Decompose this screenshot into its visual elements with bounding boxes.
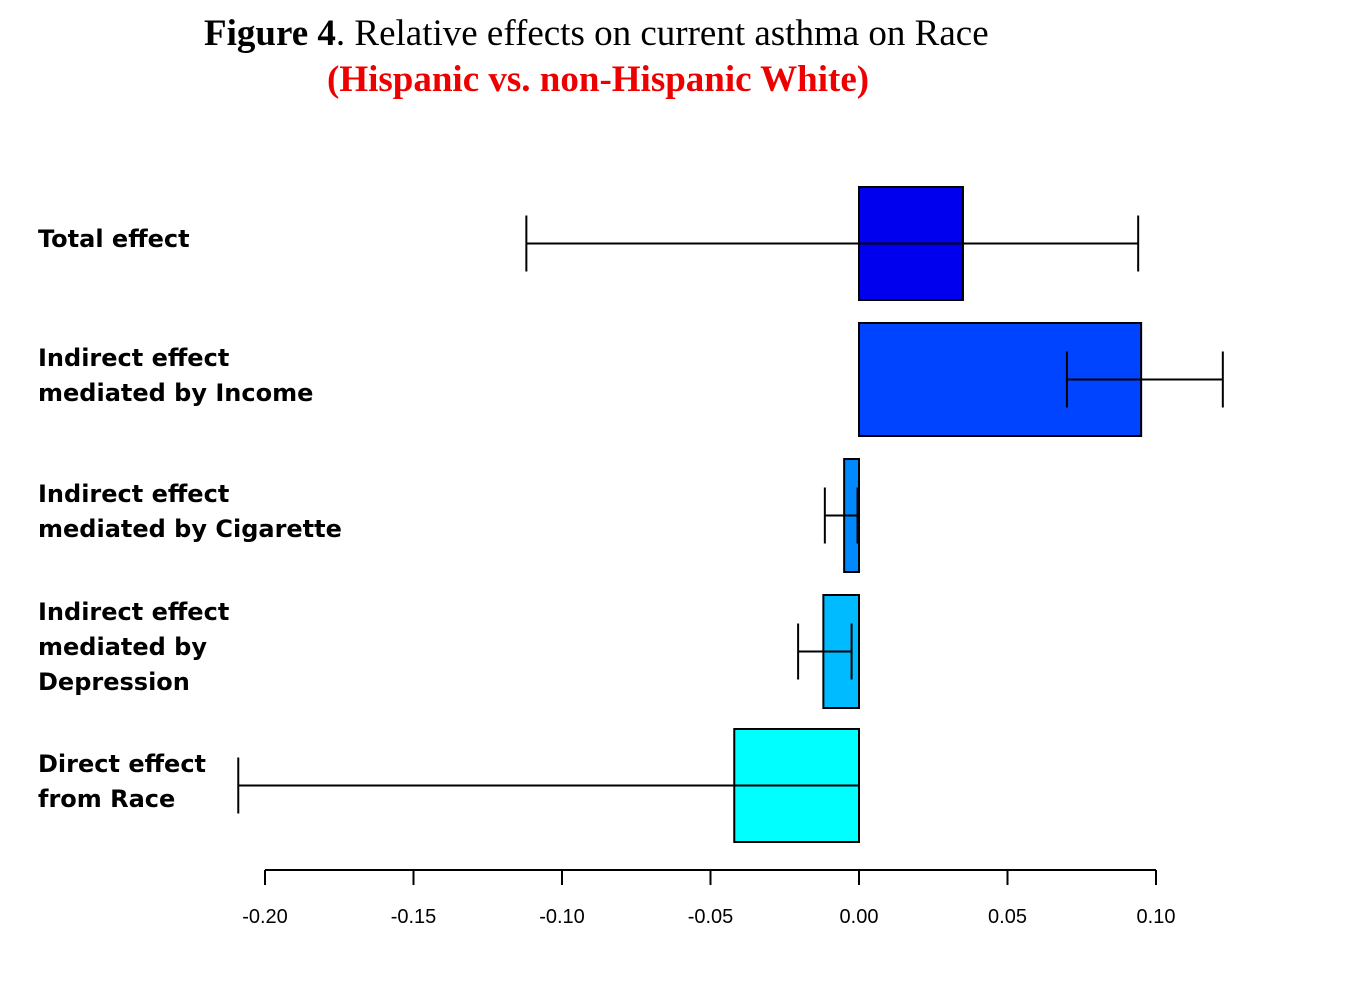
category-label-2: Indirect effect mediated by Cigarette (38, 477, 342, 547)
figure-label: Figure 4 (204, 13, 336, 54)
x-tick-label-1: -0.15 (391, 906, 437, 928)
category-label-line: Total effect (38, 225, 190, 253)
category-label-line: mediated by Income (38, 378, 314, 407)
category-label-0: Total effect (38, 222, 190, 257)
category-label-3: Indirect effect mediated by Depression (38, 595, 229, 700)
chart-subtitle: (Hispanic vs. non-Hispanic White) (327, 59, 870, 100)
x-tick-label-0: -0.20 (242, 906, 288, 928)
category-label-line: Indirect effect (38, 343, 230, 372)
chart-title: Figure 4. Relative effects on current as… (204, 12, 989, 55)
category-label-1: Indirect effect mediated by Income (38, 341, 313, 411)
x-tick-label-2: -0.10 (539, 906, 585, 928)
x-tick-label-3: -0.05 (688, 906, 734, 928)
category-label-line: mediated by (38, 633, 207, 661)
x-tick-label-5: 0.05 (988, 906, 1027, 928)
x-tick-label-4: 0.00 (840, 906, 879, 928)
category-label-line: Depression (38, 668, 190, 696)
category-label-line: Indirect effect (38, 598, 230, 626)
category-label-line: Direct effect (38, 749, 207, 778)
category-label-line: mediated by Cigarette (38, 514, 342, 543)
title-text: . Relative effects on current asthma on … (335, 13, 989, 54)
category-label-line: from Race (38, 784, 176, 813)
category-label-4: Direct effect from Race (38, 747, 206, 817)
x-tick-label-6: 0.10 (1137, 906, 1176, 928)
category-label-line: Indirect effect (38, 479, 230, 508)
